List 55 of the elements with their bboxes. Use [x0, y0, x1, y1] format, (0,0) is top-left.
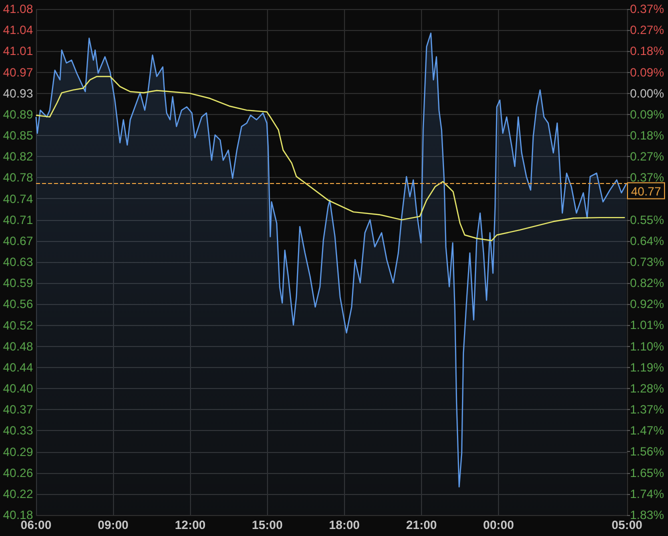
line-series — [35, 76, 626, 242]
y-tick-label: 40.33 — [3, 424, 34, 438]
y2-tick-label: 1.37% — [630, 402, 664, 417]
y2-tick-label: 1.56% — [630, 444, 664, 459]
y-tick-label: 40.40 — [3, 382, 34, 396]
y2-tick-label: 0.37% — [630, 170, 664, 185]
y-tick-label: 40.78 — [3, 170, 34, 185]
y-tick-label: 40.63 — [3, 255, 34, 269]
x-tick-label: 09:00 — [98, 518, 129, 532]
y-tick-label: 40.48 — [3, 339, 34, 354]
y-tick-label: 40.26 — [3, 466, 34, 480]
y2-tick-label: 1.19% — [630, 360, 664, 374]
y-tick-label: 40.85 — [3, 128, 34, 142]
y2-tick-label: 0.92% — [630, 297, 664, 312]
y-tick-label: 40.59 — [3, 276, 34, 290]
y-tick-label: 40.56 — [3, 297, 34, 312]
y-tick-label: 40.89 — [3, 107, 34, 122]
y2-tick-label: 0.82% — [630, 276, 664, 290]
y2-tick-label: 1.74% — [630, 486, 664, 501]
y2-tick-label: 0.55% — [630, 212, 664, 227]
y2-tick-label: 1.10% — [630, 339, 664, 354]
x-tick-label: 21:00 — [406, 518, 438, 532]
y-tick-label: 40.22 — [3, 486, 34, 501]
y2-tick-label: 0.09% — [630, 65, 664, 80]
y-tick-label: 40.82 — [3, 150, 34, 164]
y2-tick-label: 0.00% — [630, 86, 664, 100]
y-tick-label: 40.52 — [3, 318, 34, 332]
y2-tick-label: 0.64% — [630, 234, 664, 248]
y2-tick-label: 1.28% — [630, 382, 664, 396]
y-tick-label: 40.67 — [3, 234, 34, 248]
y-tick-label: 41.01 — [3, 44, 34, 58]
y2-tick-label: 0.27% — [630, 150, 664, 164]
x-tick-label: 00:00 — [483, 518, 514, 532]
y2-tick-label: 0.18% — [630, 128, 664, 142]
y-tick-label: 40.74 — [3, 192, 34, 206]
y-tick-label: 41.08 — [3, 2, 34, 16]
y2-tick-label: 0.27% — [630, 23, 664, 38]
y2-tick-label: 1.01% — [630, 318, 664, 332]
y2-tick-label: 1.47% — [630, 424, 664, 438]
y2-tick-label: 0.18% — [630, 44, 664, 58]
y-tick-label: 40.29 — [3, 444, 34, 459]
y2-tick-label: 0.73% — [630, 255, 664, 270]
x-tick-label: 15:00 — [252, 518, 283, 532]
y-tick-label: 40.93 — [3, 86, 34, 100]
y-tick-label: 40.37 — [3, 402, 34, 417]
y2-tick-label: 0.37% — [630, 2, 664, 16]
x-tick-label: 12:00 — [174, 518, 206, 532]
y-tick-label: 41.04 — [3, 23, 34, 38]
ref-line-label: 40.77 — [631, 184, 662, 198]
y2-tick-label: 0.09% — [630, 107, 664, 122]
y-tick-label: 40.71 — [3, 212, 34, 227]
y-tick-label: 40.97 — [3, 65, 34, 80]
x-tick-label: 18:00 — [329, 518, 360, 532]
y-tick-label: 40.44 — [3, 360, 34, 374]
y2-tick-label: 1.65% — [630, 466, 664, 480]
